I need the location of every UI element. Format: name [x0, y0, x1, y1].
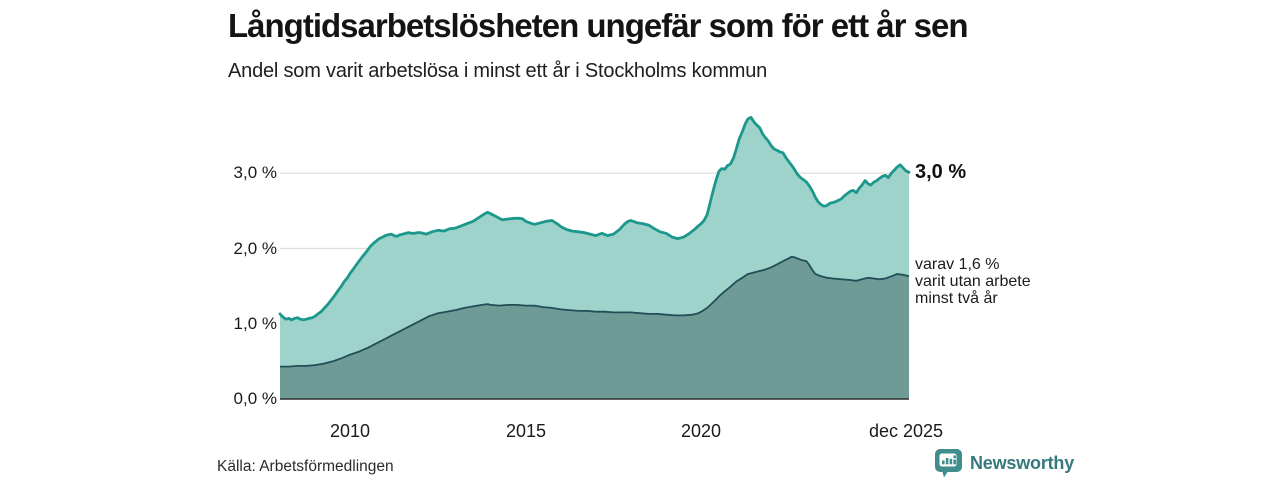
newsworthy-logo-text: Newsworthy	[970, 452, 1075, 473]
chart-subtitle: Andel som varit arbetslösa i minst ett å…	[228, 60, 768, 82]
newsworthy-logo-icon	[935, 449, 962, 478]
x-tick-label-2010: 2010	[329, 421, 371, 441]
end-value-label-two-year: varav 1,6 % varit utan arbete minst två …	[915, 256, 1031, 307]
x-tick-label-2015: 2015	[505, 421, 547, 441]
newsworthy-logo: Newsworthy	[934, 448, 1074, 478]
two-year-label-line-2: varit utan arbete	[915, 273, 1031, 290]
chart-title: Långtidsarbetslösheten ungefär som för e…	[228, 7, 968, 44]
x-tick-label-dec-2025: dec 2025	[868, 421, 944, 441]
two-year-label-line-3: minst två år	[915, 290, 998, 307]
source-note: Källa: Arbetsförmedlingen	[217, 458, 394, 475]
y-tick-label-1pct: 1,0 %	[233, 314, 277, 333]
end-value-label-total: 3,0 %	[915, 161, 967, 183]
y-tick-label-3pct: 3,0 %	[233, 163, 277, 182]
y-tick-label-0pct: 0,0 %	[233, 389, 277, 408]
two-year-label-line-1: varav 1,6 %	[915, 256, 1000, 273]
x-tick-label-2020: 2020	[680, 421, 722, 441]
y-tick-label-2pct: 2,0 %	[233, 239, 277, 258]
